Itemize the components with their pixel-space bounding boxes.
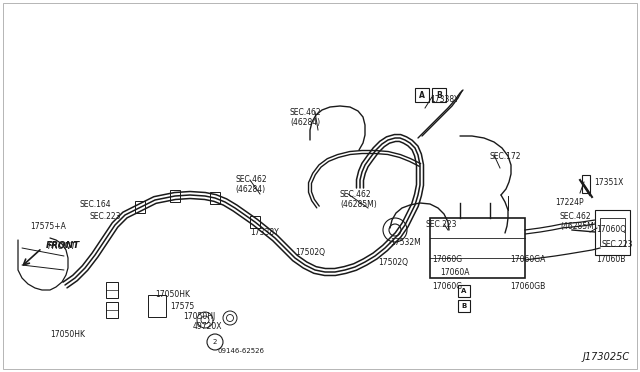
Text: SEC.223: SEC.223	[90, 212, 122, 221]
Text: 17060G: 17060G	[432, 255, 462, 264]
Circle shape	[389, 224, 401, 236]
Text: 17224P: 17224P	[555, 198, 584, 207]
Text: 17060GA: 17060GA	[510, 255, 545, 264]
Bar	[600, 218, 625, 246]
Text: SEC.172: SEC.172	[490, 152, 522, 161]
Bar	[458, 300, 470, 312]
Text: FRONT: FRONT	[48, 242, 77, 251]
Text: 49720X: 49720X	[193, 322, 223, 331]
Bar	[415, 88, 429, 102]
Bar	[148, 295, 166, 317]
Text: 17575: 17575	[170, 302, 195, 311]
Bar	[106, 302, 118, 318]
Text: 17050HJ: 17050HJ	[183, 312, 215, 321]
Text: SEC.223: SEC.223	[426, 220, 458, 229]
Text: SEC.462
(46285M): SEC.462 (46285M)	[340, 190, 377, 209]
Bar	[430, 218, 525, 278]
Text: A: A	[419, 90, 425, 99]
Bar	[250, 216, 260, 228]
Text: A: A	[461, 288, 467, 294]
Text: FRONT: FRONT	[46, 241, 80, 250]
Text: 17502Q: 17502Q	[378, 258, 408, 267]
Text: 17050HK: 17050HK	[155, 290, 190, 299]
Text: 2: 2	[213, 339, 217, 345]
Circle shape	[207, 334, 223, 350]
Text: B: B	[436, 90, 442, 99]
Circle shape	[223, 311, 237, 325]
Text: 17351X: 17351X	[594, 178, 623, 187]
Text: SEC.462
(46284): SEC.462 (46284)	[290, 108, 322, 127]
Bar	[595, 210, 630, 255]
Bar	[458, 285, 470, 297]
Circle shape	[227, 314, 234, 321]
Text: 17338Y: 17338Y	[250, 228, 279, 237]
Text: 17502Q: 17502Q	[295, 248, 325, 257]
Text: 17575+A: 17575+A	[30, 222, 66, 231]
Bar	[432, 88, 446, 102]
Bar	[210, 192, 220, 204]
Text: 17060A: 17060A	[440, 268, 470, 277]
Text: 17050HK: 17050HK	[50, 330, 85, 339]
Bar	[582, 175, 590, 193]
Circle shape	[201, 316, 209, 324]
Circle shape	[383, 218, 407, 242]
Text: 17338Y: 17338Y	[430, 95, 459, 104]
Text: B: B	[461, 303, 467, 309]
Text: 17060G: 17060G	[432, 282, 462, 291]
Text: 17532M: 17532M	[390, 238, 420, 247]
Bar	[106, 282, 118, 298]
Text: 09146-62526: 09146-62526	[218, 348, 265, 354]
Text: SEC.223: SEC.223	[602, 240, 634, 249]
Text: SEC.462
(46285M): SEC.462 (46285M)	[560, 212, 596, 231]
Text: 17060B: 17060B	[596, 255, 625, 264]
Bar	[135, 201, 145, 213]
Bar	[170, 190, 180, 202]
Text: SEC.462
(46284): SEC.462 (46284)	[235, 175, 267, 195]
Text: J173025C: J173025C	[583, 352, 630, 362]
Text: 17060GB: 17060GB	[510, 282, 545, 291]
Circle shape	[197, 312, 213, 328]
Text: 17060Q: 17060Q	[596, 225, 626, 234]
Text: SEC.164: SEC.164	[80, 200, 111, 209]
